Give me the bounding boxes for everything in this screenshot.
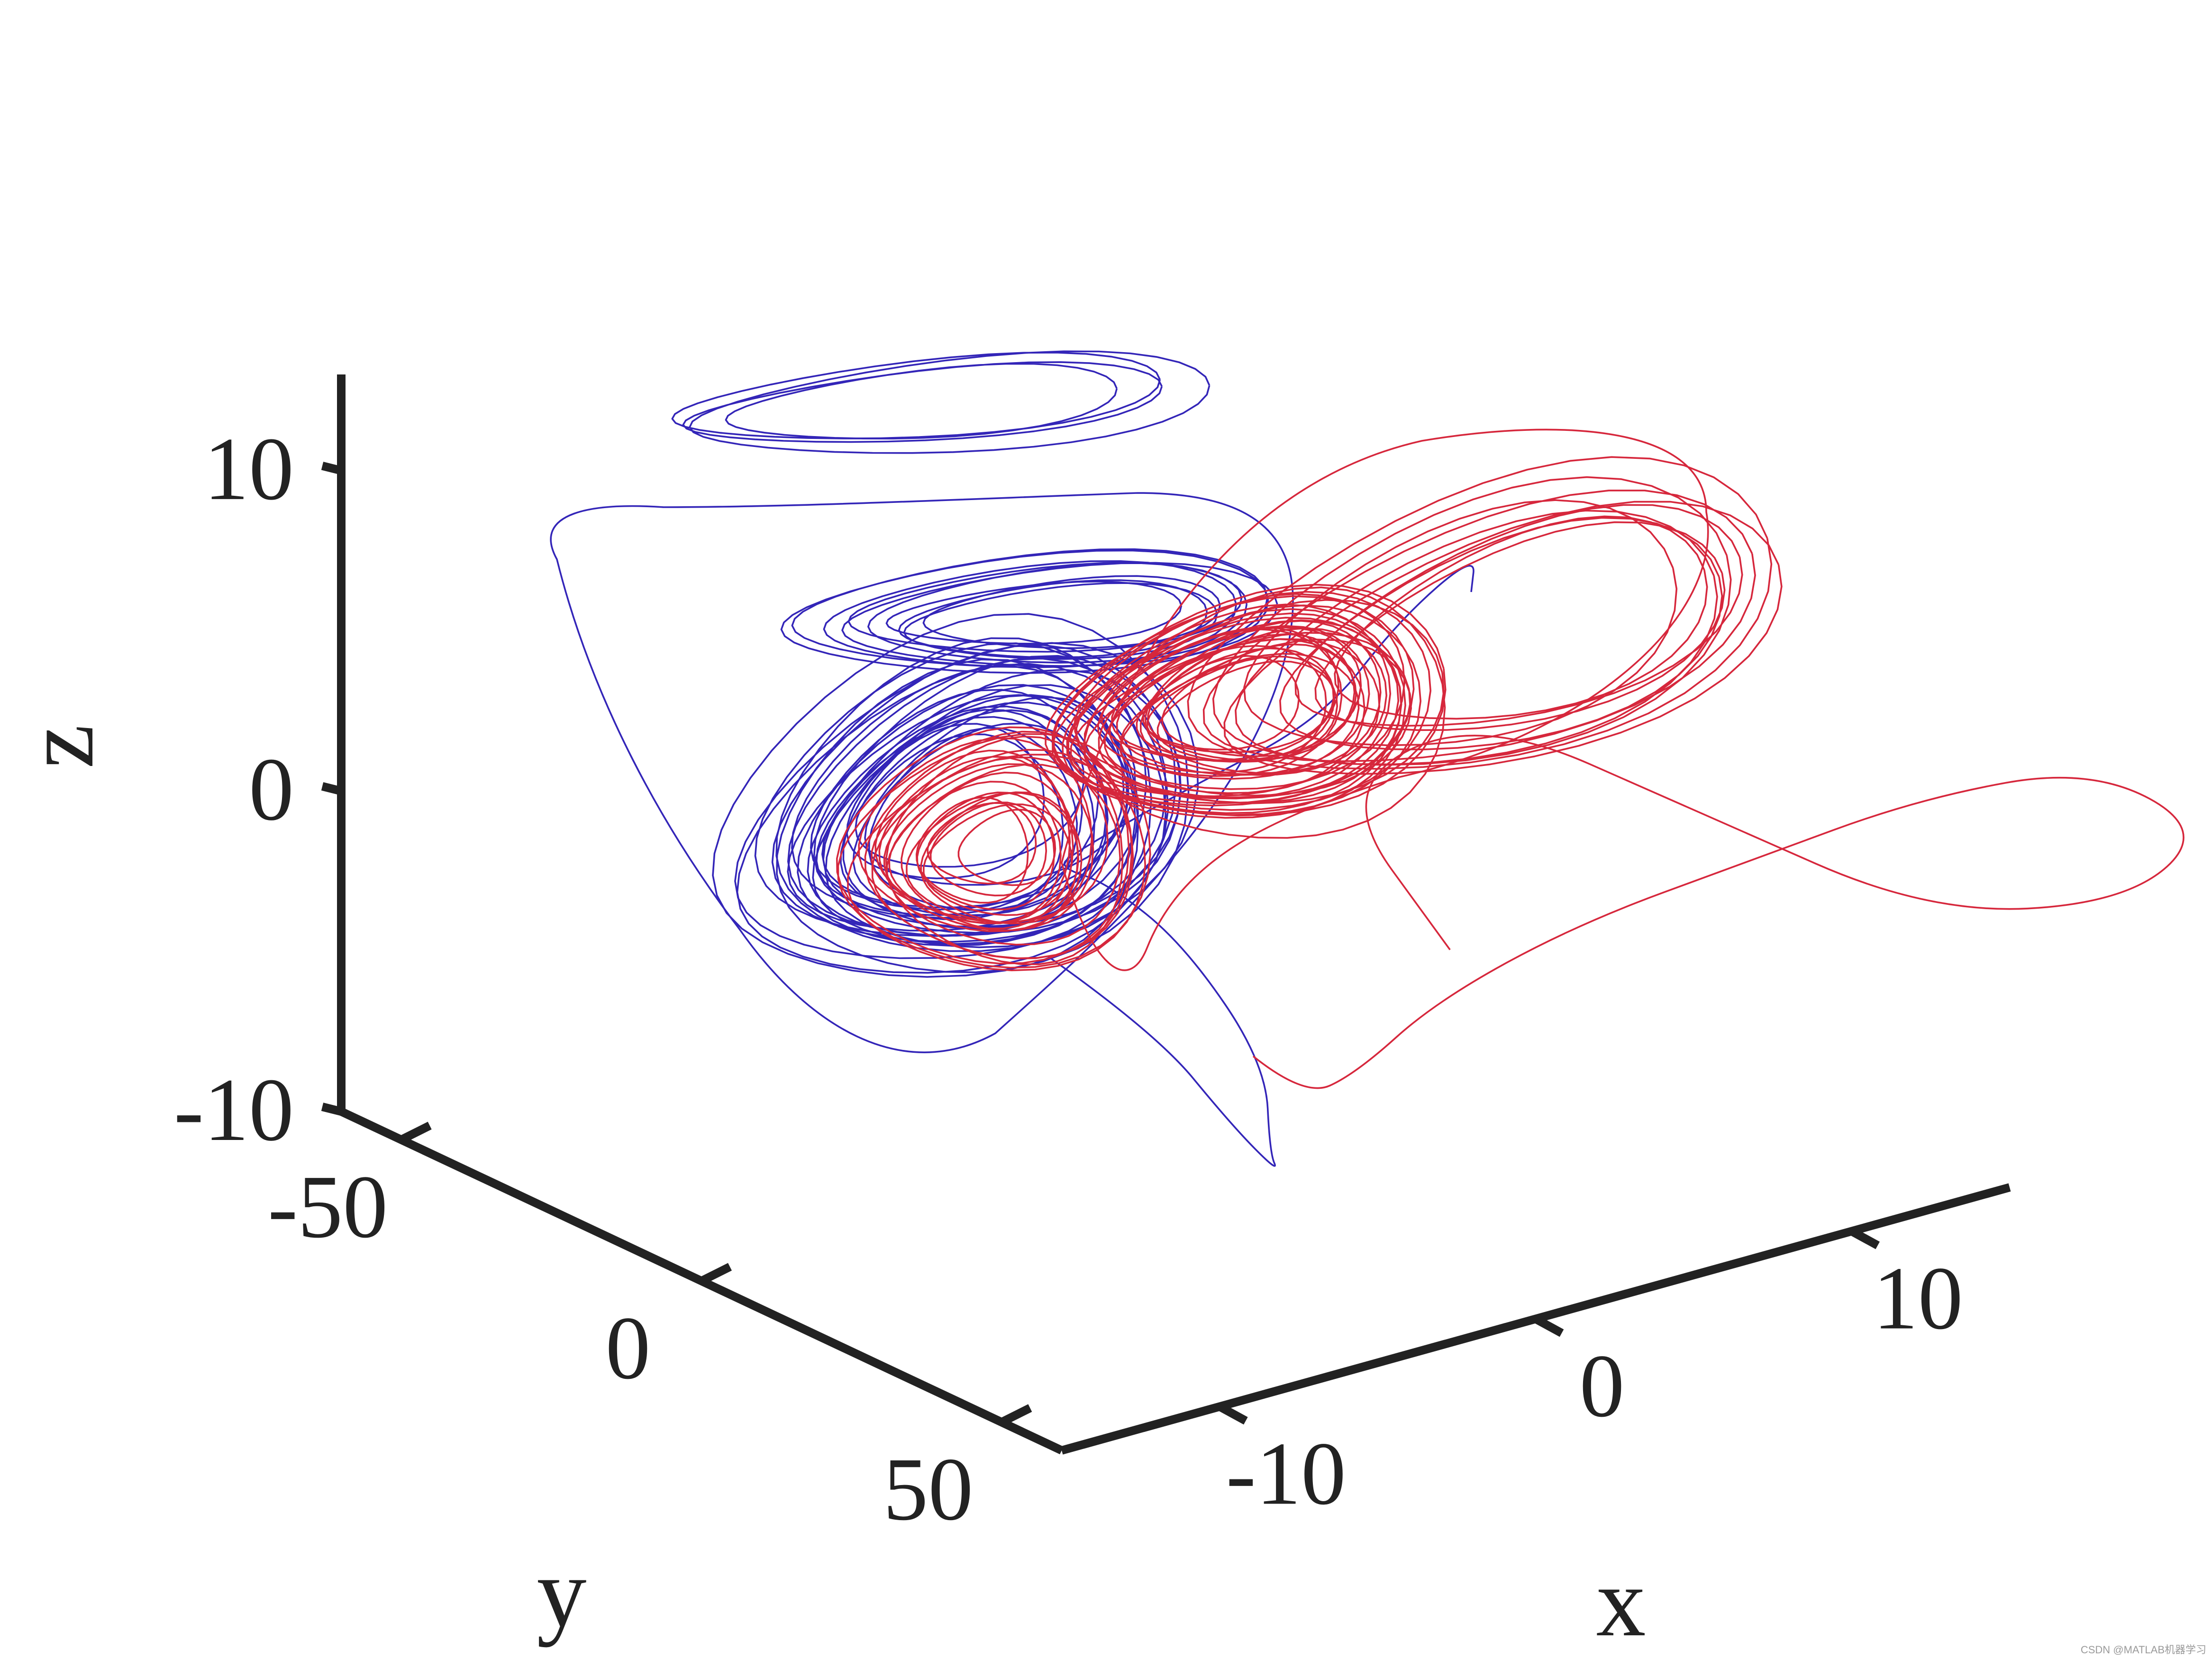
- z-tick-label: 10: [204, 419, 294, 519]
- z-axis-label: z: [4, 724, 114, 768]
- red-trajectory-right-wing: [1187, 456, 1783, 775]
- axes-layer: -10 0 10 z -50 0 50 y -10 0 10 x: [4, 374, 2011, 1657]
- y-tick-label: 50: [883, 1440, 973, 1539]
- blue-trajectory-top-loops: [671, 350, 1211, 454]
- watermark-text: CSDN @MATLAB机器学习: [2081, 1644, 2206, 1656]
- x-tick-mark: [1218, 1403, 1248, 1425]
- y-axis-label: y: [537, 1538, 587, 1648]
- z-tick-mark: [321, 462, 343, 475]
- z-tick-mark: [321, 1103, 343, 1116]
- trajectory-layer: [550, 350, 2185, 1167]
- red-trajectory-lobe: [1045, 583, 1447, 839]
- red-trajectory-left-spiral: [836, 726, 1151, 971]
- y-tick-mark: [399, 1121, 432, 1144]
- y-tick-label: -50: [268, 1158, 388, 1257]
- red-trajectory-series: [1252, 735, 2185, 1089]
- x-tick-mark: [1849, 1227, 1880, 1249]
- z-tick-label: -10: [174, 1060, 294, 1160]
- x-tick-label: -10: [1226, 1424, 1346, 1524]
- z-tick-label: 0: [249, 740, 294, 839]
- x-axis-label: x: [1596, 1547, 1646, 1657]
- y-tick-mark: [1000, 1404, 1032, 1426]
- x-tick-label: 10: [1873, 1249, 1963, 1349]
- z-tick-mark: [321, 782, 343, 795]
- blue-trajectory-upper-spiral: [780, 548, 1278, 674]
- x-tick-mark: [1533, 1315, 1564, 1337]
- x-tick-label: 0: [1580, 1337, 1625, 1436]
- y-tick-label: 0: [606, 1299, 651, 1398]
- red-trajectory-outer-loop: [1061, 428, 1709, 971]
- y-tick-mark: [699, 1263, 732, 1285]
